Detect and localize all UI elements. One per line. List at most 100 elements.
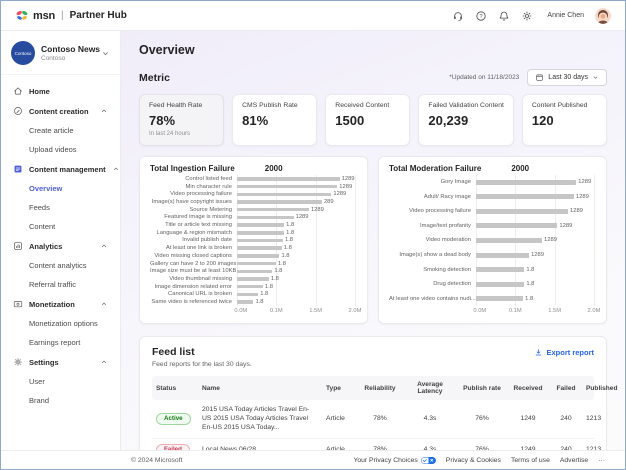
value-cell: Article <box>326 415 345 423</box>
sidebar-item-overview[interactable]: Overview <box>1 179 120 198</box>
chart-bar-row: Video moderation 1289 <box>389 233 596 248</box>
bar <box>236 177 340 181</box>
bar <box>475 281 525 287</box>
bar <box>236 284 263 289</box>
bar <box>236 254 280 258</box>
bar-value: 1289 <box>295 214 309 221</box>
value-cell: 240 <box>560 446 572 450</box>
sidebar-item-label: Content management <box>29 164 106 174</box>
date-range-button[interactable]: Last 30 days <box>527 69 607 86</box>
bar-label: At least one video contains nudi... <box>389 295 476 302</box>
bar-value: 1.8 <box>264 283 273 290</box>
metric-label: Feed Health Rate <box>149 102 203 109</box>
bar-label: Video processing failure <box>409 208 471 215</box>
sidebar-item-upload-videos[interactable]: Upload videos <box>1 140 120 159</box>
footer-link-advertise[interactable]: Advertise <box>559 456 589 464</box>
bar-value: 1.8 <box>284 237 294 244</box>
analytics-icon <box>13 241 23 251</box>
value-cell: 4.3s <box>423 415 437 423</box>
footer-links: Your Privacy Choices Privacy & Cookies Ter… <box>353 456 605 464</box>
export-report-button[interactable]: Export report <box>534 348 594 357</box>
sidebar-item-label: Home <box>29 86 50 96</box>
chart-bar-row: Invalid publish date 1.8 <box>150 237 357 245</box>
sidebar-item-content-management[interactable]: Content management <box>1 159 120 179</box>
user-avatar[interactable] <box>595 7 611 24</box>
chart-bar-row: Source Metering 1289 <box>150 206 357 214</box>
value-cell: 4.3s <box>423 446 437 450</box>
sidebar-item-monetization[interactable]: Monetization <box>1 294 120 314</box>
download-icon <box>534 348 543 357</box>
bar <box>236 200 322 204</box>
support-icon[interactable] <box>452 10 464 22</box>
sidebar-item-label: Feeds <box>29 203 50 212</box>
bar-value: 1289 <box>575 193 589 200</box>
footer-link-privacy-cookies[interactable]: Privacy & Cookies <box>445 456 501 464</box>
sidebar-item-create-article[interactable]: Create article <box>1 121 120 140</box>
sidebar-item-label: Upload videos <box>29 145 77 154</box>
settings-icon[interactable] <box>521 10 533 22</box>
bar <box>475 194 574 200</box>
value-cell: 1249 <box>520 415 536 423</box>
chart-bar-row: Featured image is missing 1289 <box>150 214 357 222</box>
sidebar-item-label: User <box>29 377 45 386</box>
chart-bar-row: Image size must be at least 10KB 1.8 <box>150 267 357 275</box>
chart-bar-row: Canonical URL is broken 1.8 <box>150 291 357 299</box>
sidebar-item-label: Monetization <box>29 299 75 309</box>
table-row[interactable]: Failed Local News 06/28 Article 78% 4.3s 76% 1… <box>152 439 601 450</box>
sidebar-item-monetization-options[interactable]: Monetization options <box>1 314 120 333</box>
feed-table-body: Active 2015 USA Today Articles Travel En-… <box>152 400 601 450</box>
sidebar-item-content-creation[interactable]: Content creation <box>1 101 120 121</box>
bar-value: 1289 <box>578 179 592 186</box>
sidebar-item-home[interactable]: Home <box>1 81 120 101</box>
bar-label: Same video is referenced twice <box>151 299 232 306</box>
brand-separator: | <box>61 10 64 21</box>
chart-bar-row: At least one link is broken 1.8 <box>150 244 357 252</box>
sidebar-nav: Home Content creation Create article Upload… <box>1 75 120 416</box>
bar-label: Title or article text missing <box>165 222 232 229</box>
help-icon[interactable]: ? <box>475 10 487 22</box>
chart-bar-row: At least one video contains nudi... 1.8 <box>389 291 596 306</box>
bar-label: Invalid publish date <box>182 237 232 244</box>
sidebar-item-feeds[interactable]: Feeds <box>1 198 120 217</box>
footer-link-[interactable]: ··· <box>598 456 605 464</box>
org-avatar: Contoso <box>11 41 35 65</box>
bar <box>236 184 338 189</box>
org-switcher[interactable]: Contoso Contoso News Contoso <box>1 31 120 75</box>
status-badge: Failed <box>156 443 190 450</box>
column-header-reliability: Reliability <box>364 384 396 392</box>
settings-icon <box>13 357 23 367</box>
metric-cards: Feed Health Rate 78% In last 24 hours CMS P… <box>139 94 608 146</box>
sidebar-item-earnings-report[interactable]: Earnings report <box>1 333 120 352</box>
table-row[interactable]: Active 2015 USA Today Articles Travel En-… <box>152 400 601 439</box>
sidebar-item-brand[interactable]: Brand <box>1 391 120 410</box>
sidebar-item-content-analytics[interactable]: Content analytics <box>1 256 120 275</box>
bar-label: Featured image is missing <box>164 214 232 221</box>
bar-label: Image/text profanity <box>420 222 471 229</box>
sidebar-item-label: Overview <box>29 184 63 193</box>
bar <box>236 277 269 281</box>
metric-note: In last 24 hours <box>149 131 191 137</box>
chart-bar-row: Gallery can have 2 to 200 images 1.8 <box>150 260 357 268</box>
footer-link-your-privacy-choices[interactable]: Your Privacy Choices <box>353 456 436 464</box>
sidebar-item-label: Monetization options <box>29 319 98 328</box>
sidebar-item-analytics[interactable]: Analytics <box>1 236 120 256</box>
bar-value: 1289 <box>341 175 355 182</box>
home-icon <box>13 86 23 96</box>
footer-link-terms-of-use[interactable]: Terms of use <box>510 456 550 464</box>
sidebar-item-referral-traffic[interactable]: Referral traffic <box>1 275 120 294</box>
brand[interactable]: msn | Partner Hub <box>15 9 127 22</box>
msn-butterfly-icon <box>15 9 29 22</box>
notifications-icon[interactable] <box>498 10 510 22</box>
chart-x-axis: 0.0M 0.1M 1.5M 2.0M <box>234 306 361 315</box>
sidebar-item-user[interactable]: User <box>1 372 120 391</box>
bar <box>236 292 259 297</box>
column-header-name: Name <box>202 384 220 392</box>
bar-label: At least one link is broken <box>165 245 232 252</box>
sidebar-item-settings[interactable]: Settings <box>1 352 120 372</box>
metric-label: Content Published <box>531 102 588 109</box>
bar-label: Min character rule <box>185 183 232 190</box>
chart-bar-row: Image(s) show a dead body 1289 <box>389 248 596 263</box>
svg-text:?: ? <box>480 13 483 19</box>
sidebar-item-content[interactable]: Content <box>1 217 120 236</box>
bar-label: Video processing failure <box>170 191 232 198</box>
